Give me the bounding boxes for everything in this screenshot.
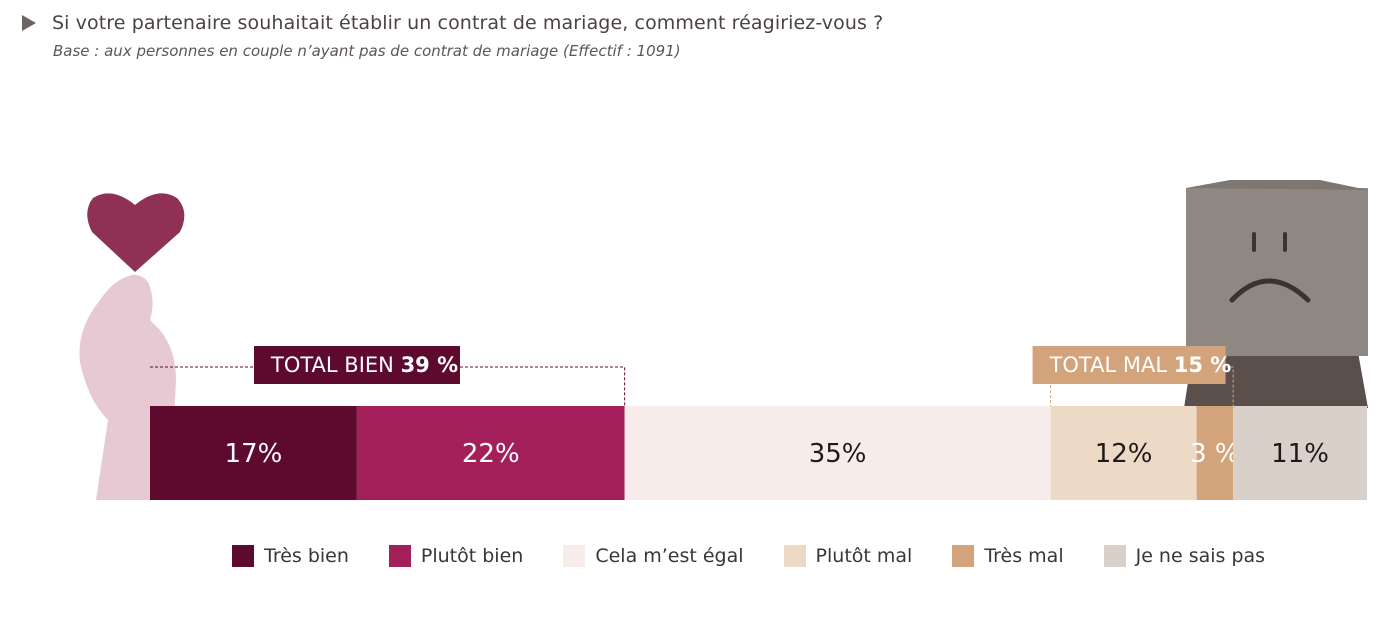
bar-value-label-4: 3 % (1190, 439, 1240, 469)
legend-label-1: Plutôt bien (420, 545, 524, 567)
legend-label-4: Très mal (984, 545, 1064, 567)
bar-segment-1 (356, 406, 625, 500)
legend-item-1: Plutôt bien (388, 545, 524, 567)
legend-swatch-0 (232, 545, 254, 567)
bar-segment-2 (624, 406, 1051, 500)
legend-item-0: Très bien (232, 545, 349, 567)
legend-item-4: Très mal (952, 545, 1064, 567)
sad-face-icon (1229, 278, 1311, 303)
legend-label-0: Très bien (264, 545, 349, 567)
sad-box-illustration (1184, 180, 1368, 408)
play-triangle-icon (22, 15, 36, 31)
legend-label-3: Plutôt mal (815, 545, 913, 567)
chart-legend: Très bien Plutôt bien Cela m’est égal Plutô… (232, 545, 1305, 567)
total-box-0 (254, 346, 460, 384)
legend-label-2: Cela m’est égal (595, 545, 744, 567)
legend-item-5: Je ne sais pas (1103, 545, 1266, 567)
legend-label-5: Je ne sais pas (1135, 545, 1266, 567)
bar-value-label-0: 17% (225, 439, 283, 469)
bar-segment-3 (1050, 406, 1197, 500)
legend-swatch-4 (952, 545, 975, 567)
total-text-0: TOTAL BIEN 39 % (270, 353, 458, 377)
box-flap (1186, 180, 1368, 190)
total-bracket-0 (150, 366, 626, 406)
total-label-0: TOTAL BIEN (270, 353, 401, 377)
total-value-1: 15 % (1174, 353, 1232, 377)
legend-item-2: Cela m’est égal (563, 545, 744, 567)
bar-segment-0 (150, 406, 357, 500)
legend-swatch-5 (1103, 545, 1126, 567)
total-value-0: 39 % (401, 353, 459, 377)
legend-swatch-1 (388, 545, 411, 567)
legend-item-3: Plutôt mal (783, 545, 913, 567)
bar-value-label-3: 12% (1095, 439, 1153, 469)
cardboard-box (1186, 188, 1368, 356)
total-box-1 (1032, 346, 1226, 384)
legend-swatch-3 (783, 545, 806, 567)
legend-swatch-2 (563, 545, 586, 567)
bar-value-label-1: 22% (462, 439, 520, 469)
chart-header: Si votre partenaire souhaitait établir u… (22, 12, 883, 60)
bar-value-label-2: 35% (809, 439, 867, 469)
total-label-1: TOTAL MAL (1049, 353, 1174, 377)
bar-segment-4 (1196, 406, 1234, 500)
heart-icon (87, 193, 185, 272)
chart-title: Si votre partenaire souhaitait établir u… (52, 12, 884, 34)
bar-value-label-5: 11% (1271, 439, 1329, 469)
chart-subtitle: Base : aux personnes en couple n’ayant p… (53, 42, 681, 60)
title-row: Si votre partenaire souhaitait établir u… (22, 12, 883, 34)
total-text-1: TOTAL MAL 15 % (1049, 353, 1232, 377)
bar-segment-5 (1233, 406, 1367, 500)
